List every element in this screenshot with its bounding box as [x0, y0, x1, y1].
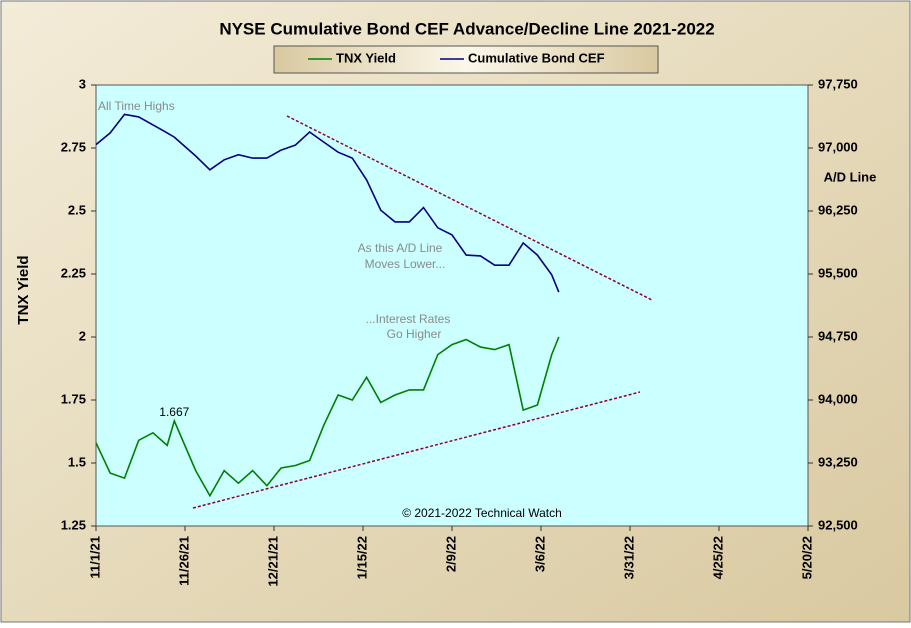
- y-tick-label: 3: [79, 76, 86, 91]
- y-tick-label: 2.75: [61, 139, 86, 154]
- y-tick-label: 2.25: [61, 265, 86, 280]
- y2-tick-label: 94,000: [818, 391, 858, 406]
- trend-line: [192, 391, 641, 509]
- y-tick-label: 2.5: [68, 202, 86, 217]
- y-tick-label: 1.75: [61, 391, 86, 406]
- y-tick-label: 2: [79, 328, 86, 343]
- legend: [273, 45, 659, 74]
- y2-axis-label: A/D Line: [824, 169, 877, 184]
- y2-tick-label: 95,500: [818, 265, 858, 280]
- y-tick-label: 1.5: [68, 454, 86, 469]
- data-label: 1.667: [159, 405, 189, 419]
- x-tick-label: 3/6/22: [532, 536, 547, 572]
- x-tick-label: 1/15/22: [354, 536, 369, 579]
- y2-tick-label: 93,250: [818, 454, 858, 469]
- x-tick-label: 4/25/22: [710, 536, 725, 579]
- annotation: Moves Lower...: [365, 257, 446, 271]
- y-axis-label: TNX Yield: [15, 255, 32, 324]
- legend-label: Cumulative Bond CEF: [468, 50, 605, 65]
- chart-title: NYSE Cumulative Bond CEF Advance/Decline…: [219, 19, 714, 38]
- y2-tick-label: 97,750: [818, 76, 858, 91]
- copyright: © 2021-2022 Technical Watch: [402, 506, 562, 520]
- x-tick-label: 5/20/22: [799, 536, 814, 579]
- plot-area: [95, 84, 809, 527]
- legend-label: TNX Yield: [336, 50, 396, 65]
- trend-line: [286, 115, 653, 301]
- y2-tick-label: 97,000: [818, 139, 858, 154]
- x-tick-label: 11/26/21: [176, 536, 191, 586]
- x-tick-label: 2/9/22: [443, 536, 458, 572]
- y2-tick-label: 96,250: [818, 202, 858, 217]
- y2-tick-label: 94,750: [818, 328, 858, 343]
- x-tick-label: 3/31/22: [621, 536, 636, 579]
- y-tick-label: 1.25: [61, 517, 86, 532]
- annotation: All Time Highs: [98, 99, 175, 113]
- x-tick-label: 12/21/21: [265, 536, 280, 587]
- annotation: ...Interest Rates: [366, 312, 451, 326]
- y2-tick-label: 92,500: [818, 517, 858, 532]
- x-tick-label: 11/1/21: [87, 536, 102, 579]
- annotation: As this A/D Line: [358, 241, 443, 255]
- series-line: [95, 113, 560, 293]
- annotation: Go Higher: [387, 327, 442, 341]
- series-line: [95, 336, 560, 498]
